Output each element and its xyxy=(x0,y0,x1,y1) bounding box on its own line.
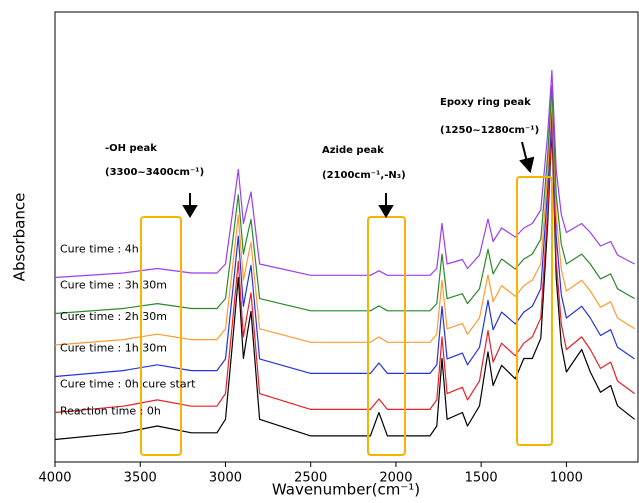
y-axis-label: Absorbance xyxy=(11,193,29,282)
x-tick-label: 2500 xyxy=(294,471,327,486)
highlight-boxes xyxy=(140,176,553,456)
series-label: Cure time : 0h cure start xyxy=(60,378,196,391)
annotation: Azide peak xyxy=(322,145,384,156)
curves xyxy=(55,69,635,441)
annotation: Epoxy ring peak xyxy=(440,97,531,108)
x-tick-label: 1500 xyxy=(465,471,498,486)
x-tick-label: 4000 xyxy=(38,471,71,486)
spectrum-line xyxy=(55,85,635,315)
arrow-head xyxy=(378,205,394,218)
x-axis-label: Wavenumber(cm⁻¹) xyxy=(272,481,420,499)
annotation: (3300~3400cm⁻¹) xyxy=(105,167,204,178)
spectrum-line xyxy=(55,69,635,279)
x-tick-label: 3000 xyxy=(209,471,242,486)
spectrum-line xyxy=(55,96,635,346)
series-label: Reaction time : 0h xyxy=(60,405,161,418)
x-tick-label: 2000 xyxy=(379,471,412,486)
arrows xyxy=(182,141,535,218)
annotation: -OH peak xyxy=(105,143,157,154)
annotation: (2100cm⁻¹,-N₃) xyxy=(322,170,406,181)
spectrum-line xyxy=(55,106,635,378)
series-label: Cure time : 4h xyxy=(60,243,139,256)
arrow-head xyxy=(519,156,535,174)
epoxy-box xyxy=(516,176,553,446)
arrow xyxy=(521,141,528,163)
annotation: (1250~1280cm⁻¹) xyxy=(440,125,539,136)
azide-box xyxy=(367,216,406,456)
plot-frame xyxy=(54,11,639,463)
series-label: Cure time : 3h 30m xyxy=(60,279,167,292)
series-label: Cure time : 2h 30m xyxy=(60,310,167,323)
spectrum-line xyxy=(55,122,635,414)
arrow-head xyxy=(182,205,198,218)
spectrum-line xyxy=(55,128,635,441)
x-tick-label: 3500 xyxy=(124,471,157,486)
x-tick-label: 1000 xyxy=(550,471,583,486)
series-label: Cure time : 1h 30m xyxy=(60,342,167,355)
oh-box xyxy=(140,216,182,456)
